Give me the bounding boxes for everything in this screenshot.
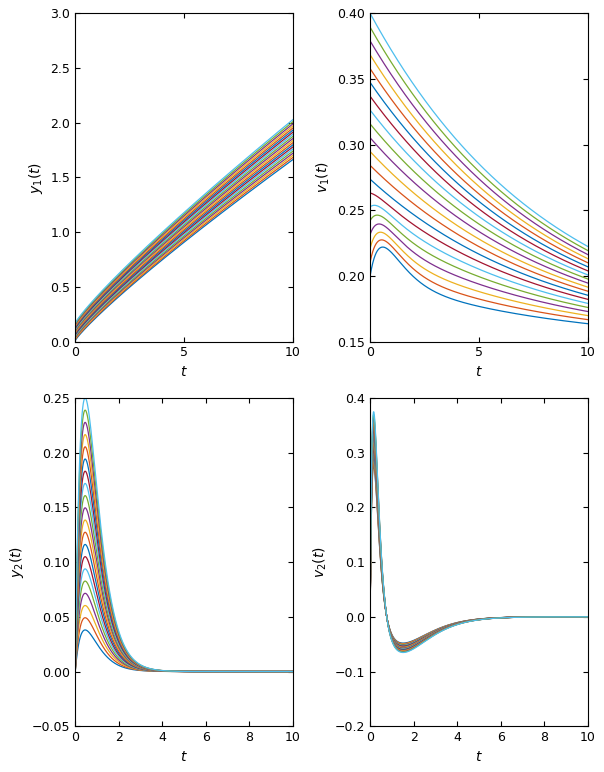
Y-axis label: $y_2(t)$: $y_2(t)$ [8,546,27,578]
X-axis label: $t$: $t$ [180,750,188,764]
Y-axis label: $v_2(t)$: $v_2(t)$ [312,546,329,578]
X-axis label: $t$: $t$ [475,365,483,379]
Y-axis label: $v_1(t)$: $v_1(t)$ [315,161,332,194]
X-axis label: $t$: $t$ [475,750,483,764]
X-axis label: $t$: $t$ [180,365,188,379]
Y-axis label: $y_1(t)$: $y_1(t)$ [27,161,45,194]
